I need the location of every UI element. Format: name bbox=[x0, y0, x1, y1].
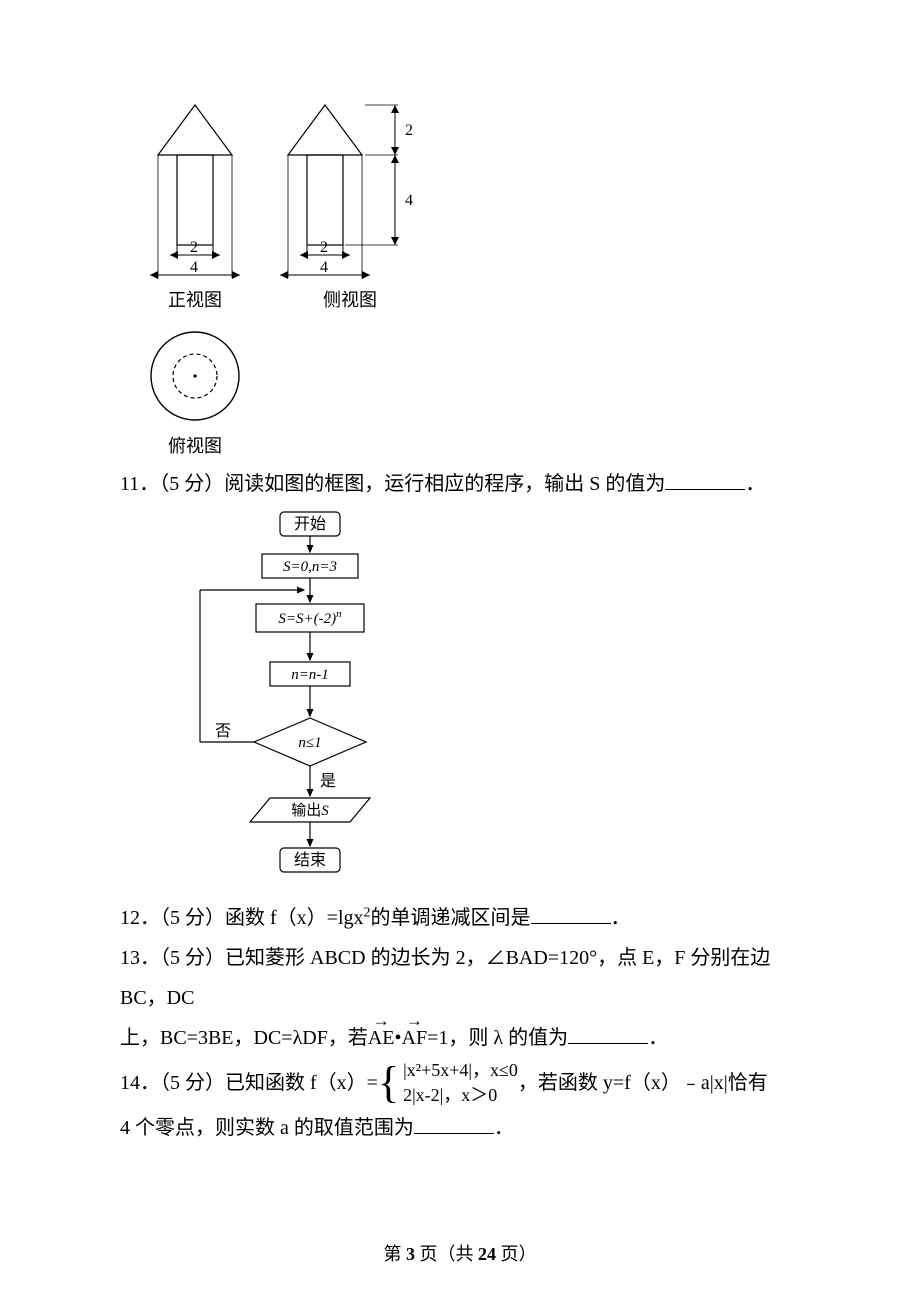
q14-l2: 4 个零点，则实数 a 的取值范围为． bbox=[120, 1108, 800, 1148]
top-view: 俯视图 bbox=[140, 326, 250, 464]
page-footer: 第 3 页（共 24 页） bbox=[0, 1236, 920, 1272]
piecewise: { |x²+5x+4|，x≤0 2|x-2|，x＞0 bbox=[378, 1058, 518, 1108]
svg-text:4: 4 bbox=[190, 259, 198, 276]
q12-blank bbox=[531, 904, 611, 924]
svg-text:否: 否 bbox=[215, 723, 231, 740]
q13-blank bbox=[568, 1024, 648, 1044]
svg-text:4: 4 bbox=[320, 259, 328, 276]
q11-blank bbox=[665, 470, 745, 490]
front-view: 2 4 正视图 bbox=[140, 100, 250, 318]
svg-text:2: 2 bbox=[320, 239, 328, 256]
q13-l1: 13．（5 分）已知菱形 ABCD 的边长为 2，∠BAD=120°，点 E，F… bbox=[120, 938, 800, 1018]
q14-blank bbox=[414, 1114, 494, 1134]
q12: 12．（5 分）函数 f（x）=lgx2的单调递减区间是． bbox=[120, 898, 800, 938]
piece-row-1: |x²+5x+4|，x≤0 bbox=[403, 1058, 518, 1083]
svg-text:2: 2 bbox=[405, 122, 413, 139]
dim-text: 2 bbox=[190, 239, 198, 256]
flowchart: 开始 S=0,n=3 S=S+(-2)n n=n-1 n≤1 否 是 输出S 结… bbox=[170, 508, 800, 894]
three-view-row: 2 4 正视图 2 4 bbox=[140, 100, 800, 318]
top-view-label: 俯视图 bbox=[168, 428, 222, 464]
side-view: 2 4 2 4 侧视图 bbox=[270, 100, 430, 318]
q11: 11．（5 分）阅读如图的框图，运行相应的程序，输出 S 的值为． bbox=[120, 464, 800, 504]
svg-text:S=S+(-2)n: S=S+(-2)n bbox=[278, 608, 342, 627]
svg-text:n≤1: n≤1 bbox=[298, 735, 321, 751]
piece-row-2: 2|x-2|，x＞0 bbox=[403, 1083, 518, 1108]
flow-start: 开始 bbox=[294, 515, 326, 533]
side-view-label: 侧视图 bbox=[323, 282, 377, 318]
svg-text:n=n-1: n=n-1 bbox=[291, 667, 329, 683]
svg-text:S=0,n=3: S=0,n=3 bbox=[283, 559, 337, 575]
brace-icon: { bbox=[378, 1061, 399, 1105]
svg-text:输出S: 输出S bbox=[291, 802, 329, 819]
front-view-label: 正视图 bbox=[168, 282, 222, 318]
q11-text: 11．（5 分）阅读如图的框图，运行相应的程序，输出 S 的值为 bbox=[120, 473, 665, 495]
q14-l1: 14．（5 分）已知函数 f（x）= { |x²+5x+4|，x≤0 2|x-2… bbox=[120, 1058, 800, 1108]
svg-text:结束: 结束 bbox=[294, 851, 326, 869]
vec-af: AF bbox=[402, 1018, 428, 1058]
vec-ae: AE bbox=[368, 1018, 395, 1058]
svg-text:是: 是 bbox=[320, 773, 336, 790]
q13-l2: 上，BC=3BE，DC=λDF，若AE•AF=1，则 λ 的值为． bbox=[120, 1018, 800, 1058]
svg-text:4: 4 bbox=[405, 192, 413, 209]
